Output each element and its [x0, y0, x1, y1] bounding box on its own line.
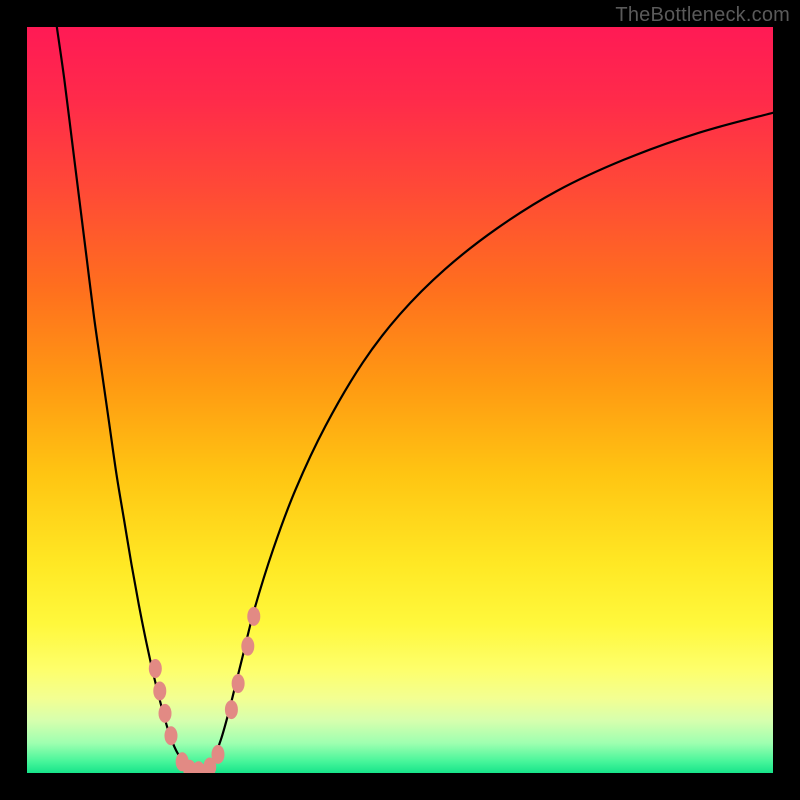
- plot-background: [27, 27, 773, 773]
- bottleneck-chart: [0, 0, 800, 800]
- data-marker: [159, 704, 172, 723]
- data-marker: [211, 745, 224, 764]
- data-marker: [149, 659, 162, 678]
- data-marker: [225, 700, 238, 719]
- chart-stage: TheBottleneck.com: [0, 0, 800, 800]
- data-marker: [153, 681, 166, 700]
- data-marker: [164, 726, 177, 745]
- data-marker: [247, 607, 260, 626]
- data-marker: [241, 637, 254, 656]
- data-marker: [232, 674, 245, 693]
